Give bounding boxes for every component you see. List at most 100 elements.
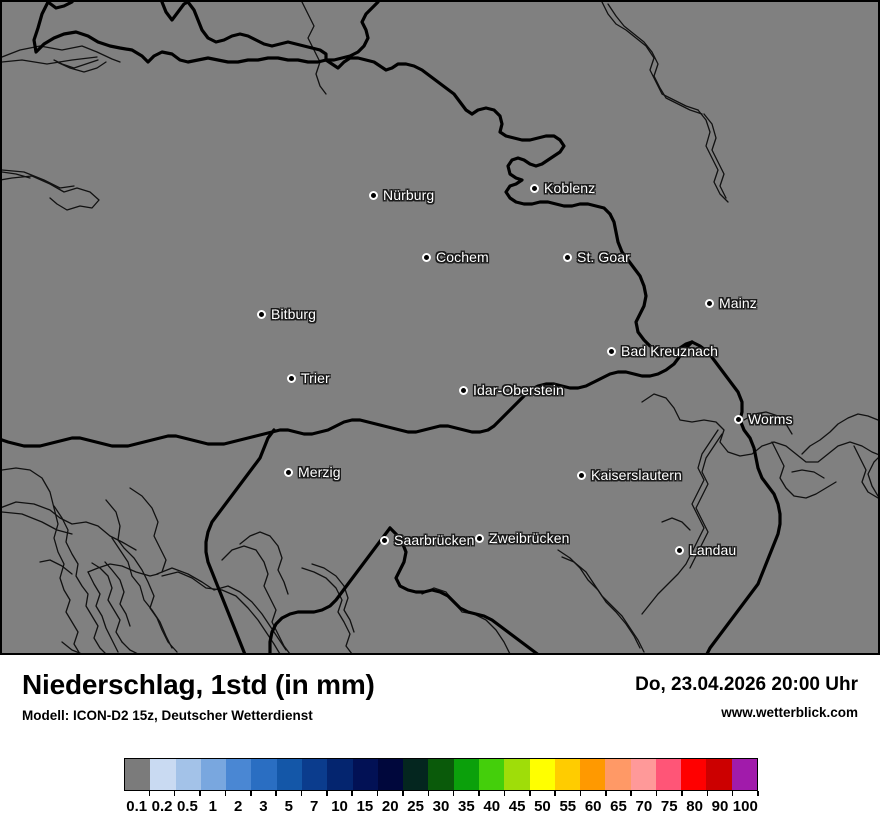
colorbar-tick-mark [503,791,506,796]
city-label: Saarbrücken [394,532,475,548]
colorbar-tick-label: 2 [233,798,243,815]
city-marker[interactable]: Koblenz [530,180,595,196]
city-label: Bitburg [271,306,317,322]
city-marker[interactable]: Cochem [422,249,489,265]
city-marker[interactable]: Bitburg [257,306,316,322]
colorbar-tick-mark [681,791,683,796]
city-dot-icon [530,183,539,193]
colorbar-tick-mark [351,791,353,796]
colorbar-segment [453,759,479,790]
city-marker[interactable]: Trier [287,370,330,386]
colorbar-tick-label: 100 [732,798,758,815]
colorbar-segment [478,759,505,790]
colorbar-tick-label: 35 [458,798,475,815]
city-label: Cochem [436,249,489,265]
precipitation-map[interactable]: Nürburg Koblenz Cochem St. Goar Bitburg Mainz… [0,0,880,655]
colorbar-segment [580,759,606,790]
colorbar-segment [630,759,656,790]
page-title: Niederschlag, 1std (in mm) [22,669,375,700]
colorbar-tick-mark [300,791,303,796]
city-dot-icon [563,252,572,262]
city-label: Trier [301,370,330,386]
country-borders [2,2,782,653]
title-row: Niederschlag, 1std (in mm) Modell: ICON-… [0,655,880,735]
colorbar-segment [554,759,581,790]
colorbar-tick-label: 90 [711,798,729,815]
colorbar-tick-label: 0.5 [176,798,198,815]
colorbar-tick-mark [605,791,607,796]
precipitation-colorbar-legend: 0.1 0.2 0.5 1 2 3 5 7 10 15 20 25 30 35 40 45 50 55 60 65 70… [0,755,880,827]
colorbar-tick-mark [275,791,277,796]
colorbar-segment [428,759,454,790]
colorbar-segment [301,759,328,790]
colorbar-tick-mark [655,791,658,796]
colorbar-tick-label: 0.1 [126,798,148,815]
valid-time-label: Do, 23.04.2026 20:00 Uhr [635,674,858,695]
city-marker[interactable]: Saarbrücken [380,532,474,548]
city-label: St. Goar [577,249,630,265]
colorbar-segment [731,759,758,790]
colorbar-tick-label: 80 [686,798,703,815]
city-marker[interactable]: Mainz [705,295,757,311]
colorbar-segment [377,759,404,790]
city-label: Bad Kreuznach [621,343,719,359]
city-dot-icon [577,470,586,480]
city-marker[interactable]: Zweibrücken [475,530,569,546]
city-dot-icon [607,346,616,356]
map-borders-layer [2,2,878,653]
city-marker[interactable]: Bad Kreuznach [607,343,718,359]
colorbar-tick-mark [376,791,379,796]
colorbar-segment [327,759,353,790]
colorbar-segment [150,759,176,790]
colorbar-tick-label: 55 [559,798,577,815]
colorbar-tick-label: 20 [381,798,399,815]
colorbar-segment [655,759,682,790]
city-dot-icon [705,298,714,308]
city-label: Koblenz [544,180,596,196]
city-dot-icon [380,535,389,545]
colorbar-tick-label: 75 [660,798,678,815]
colorbar-tick-mark [731,791,734,796]
city-marker[interactable]: Nürburg [369,187,434,203]
meta-block: Do, 23.04.2026 20:00 Uhr www.wetterblick… [635,675,858,720]
colorbar-tick-label: 50 [534,798,551,815]
colorbar-segment [200,759,227,790]
colorbar-tick-mark [529,791,531,796]
colorbar-tick-label: 5 [284,798,293,815]
colorbar-tick-mark [199,791,201,796]
colorbar-tick-mark [554,791,556,796]
city-marker[interactable]: St. Goar [563,249,630,265]
city-label: Mainz [719,295,757,311]
title-block: Niederschlag, 1std (in mm) Modell: ICON-… [22,671,375,723]
colorbar-tick-mark [250,791,252,796]
city-label: Merzig [298,464,341,480]
colorbar-tick-mark [402,791,404,796]
city-dot-icon [284,467,293,477]
city-marker[interactable]: Idar-Oberstein [459,382,564,398]
colorbar-tick-mark [706,791,709,796]
colorbar-tick-label: 7 [310,798,319,815]
city-dot-icon [287,373,296,383]
colorbar [124,758,758,791]
colorbar-segment [226,759,252,790]
model-subtitle: Modell: ICON-D2 15z, Deutscher Wetterdie… [22,708,313,723]
city-dot-icon [675,545,684,555]
city-marker[interactable]: Worms [734,411,793,427]
city-dot-icon [257,309,266,319]
colorbar-tick-row: 0.1 0.2 0.5 1 2 3 5 7 10 15 20 25 30 35 40 45 50 55 60 65 70… [0,791,880,827]
city-marker[interactable]: Landau [675,542,736,558]
city-dot-icon [422,252,431,262]
colorbar-segment [529,759,555,790]
colorbar-tick-mark [579,791,582,796]
city-dot-icon [459,385,468,395]
legend-footer: Niederschlag, 1std (in mm) Modell: ICON-… [0,655,880,830]
colorbar-segment [251,759,277,790]
city-label: Idar-Oberstein [473,382,564,398]
colorbar-tick-label: 25 [407,798,424,815]
colorbar-tick-mark [427,791,430,796]
city-marker[interactable]: Merzig [284,464,341,480]
city-marker[interactable]: Kaiserslautern [577,467,682,483]
colorbar-tick-label: 40 [483,798,501,815]
city-label: Worms [748,411,793,427]
